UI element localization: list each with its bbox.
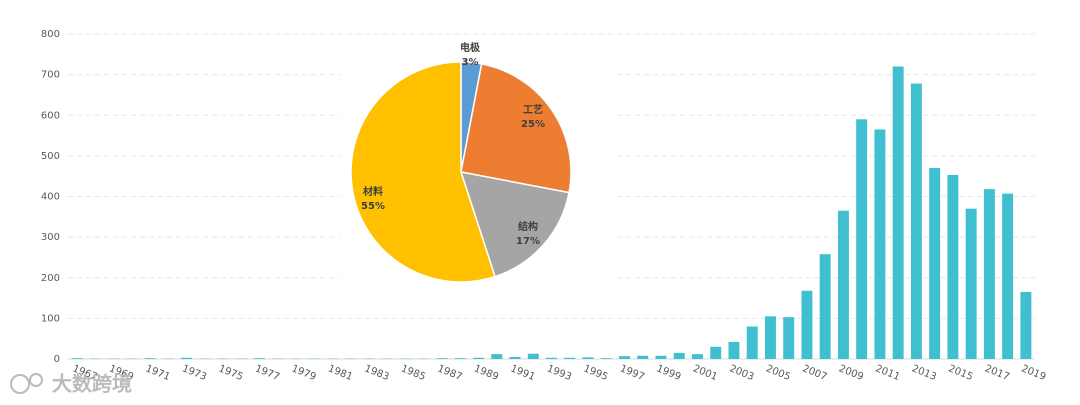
bar xyxy=(473,357,484,359)
bar xyxy=(454,358,466,359)
x-tick-label: 1989 xyxy=(472,363,500,383)
x-tick-label: 2005 xyxy=(764,363,792,383)
y-tick-label: 500 xyxy=(41,151,60,162)
bar xyxy=(655,355,667,359)
y-tick-label: 400 xyxy=(41,192,60,203)
bar xyxy=(1020,291,1032,359)
bar xyxy=(527,353,539,359)
slice-label: 结构 xyxy=(518,220,538,233)
y-tick-label: 600 xyxy=(41,110,60,121)
bar xyxy=(564,357,576,359)
watermark: 大数跨境 xyxy=(52,372,132,396)
x-tick-label: 1977 xyxy=(253,363,281,383)
bar xyxy=(947,174,959,359)
bar xyxy=(181,357,193,359)
x-tick-label: 1995 xyxy=(582,363,610,383)
bar xyxy=(509,356,521,359)
bar xyxy=(983,189,995,359)
bar xyxy=(801,290,813,359)
slice-value-label: 55% xyxy=(361,201,385,212)
slice-label: 工艺 xyxy=(523,103,543,116)
bar xyxy=(929,168,941,359)
bar xyxy=(874,129,886,359)
bar xyxy=(619,356,630,359)
bar xyxy=(71,358,83,359)
bar xyxy=(965,208,977,359)
bar xyxy=(491,354,503,359)
x-tick-label: 1991 xyxy=(509,363,537,383)
x-tick-label: 1979 xyxy=(290,363,318,383)
x-tick-label: 2013 xyxy=(910,363,938,383)
y-tick-label: 800 xyxy=(41,29,60,40)
bar xyxy=(144,358,156,359)
x-tick-label: 1993 xyxy=(545,363,573,383)
watermark-logo xyxy=(10,373,43,394)
y-tick-label: 700 xyxy=(41,70,60,81)
x-tick-label: 1987 xyxy=(436,363,464,383)
bar xyxy=(546,357,557,359)
bar xyxy=(837,210,849,359)
slice-value-label: 25% xyxy=(521,119,545,130)
x-tick-label: 1999 xyxy=(655,363,683,383)
x-tick-label: 1975 xyxy=(217,363,245,383)
bar xyxy=(600,358,612,359)
bar xyxy=(254,358,266,359)
bar xyxy=(764,316,776,359)
slice-value-label: 17% xyxy=(516,236,540,247)
bar xyxy=(746,326,758,359)
bar xyxy=(1002,193,1014,359)
y-tick-label: 100 xyxy=(41,313,60,324)
pie-slice xyxy=(460,63,572,194)
bar xyxy=(728,341,740,359)
x-tick-label: 2001 xyxy=(691,363,719,383)
pie-slice xyxy=(350,61,496,283)
bar xyxy=(436,358,448,359)
x-tick-label: 2019 xyxy=(1020,363,1048,383)
bar xyxy=(910,83,922,359)
x-tick-label: 1983 xyxy=(363,363,391,383)
x-tick-label: 2011 xyxy=(874,363,902,383)
x-tick-label: 2007 xyxy=(801,363,829,383)
slice-label: 材料 xyxy=(363,185,383,198)
bar xyxy=(856,119,868,359)
x-tick-label: 1985 xyxy=(399,363,427,383)
x-tick-label: 2017 xyxy=(983,363,1011,383)
y-tick-label: 300 xyxy=(41,232,60,243)
x-tick-label: 2003 xyxy=(728,363,756,383)
x-tick-label: 1971 xyxy=(144,363,172,383)
y-tick-label: 200 xyxy=(41,273,60,284)
bar xyxy=(673,352,685,359)
bar xyxy=(691,354,703,359)
pie-slice xyxy=(459,171,570,278)
x-tick-label: 1997 xyxy=(618,363,646,383)
slice-value-label: 3% xyxy=(462,57,479,68)
x-tick-label: 1981 xyxy=(326,363,354,383)
x-tick-label: 2009 xyxy=(837,363,865,383)
slice-label: 电极 xyxy=(460,41,481,54)
bar xyxy=(892,66,904,359)
bar xyxy=(819,254,831,359)
bar xyxy=(710,346,722,359)
x-tick-label: 1973 xyxy=(180,363,208,383)
bar xyxy=(582,357,594,359)
bar xyxy=(637,355,649,359)
y-tick-label: 0 xyxy=(54,354,60,365)
x-tick-label: 2015 xyxy=(947,363,975,383)
bar xyxy=(783,317,795,359)
